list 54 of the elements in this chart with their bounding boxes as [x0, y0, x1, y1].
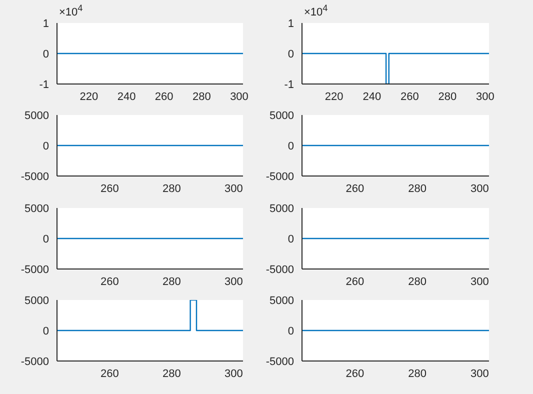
y-tick-label: 0: [42, 325, 49, 338]
x-tick-label: 260: [400, 90, 419, 103]
x-tick-label: 280: [408, 275, 426, 288]
y-tick-label: 0: [42, 140, 49, 153]
y-tick-label: 5000: [270, 294, 294, 307]
x-tick-label: 240: [117, 90, 136, 103]
y-tick-label: 5000: [24, 202, 49, 214]
x-tick-label: 240: [362, 90, 382, 103]
x-tick-label: 280: [162, 183, 181, 196]
x-tick-label: 280: [438, 90, 457, 103]
x-tick-label: 280: [408, 183, 426, 196]
y-tick-label: -5000: [266, 356, 294, 368]
x-tick-label: 300: [224, 275, 243, 288]
text: ×10$^{4}$: [304, 3, 328, 19]
x-tick-label: 280: [162, 275, 181, 288]
y-tick-label: -5000: [20, 171, 49, 184]
y-tick-label: 5000: [24, 110, 49, 122]
x-tick-label: 280: [192, 90, 211, 103]
y-tick-label: 0: [288, 48, 294, 60]
y-tick-label: 0: [42, 233, 49, 245]
y-tick-label: 5000: [270, 202, 294, 214]
y-tick-label: -5000: [20, 264, 49, 276]
y-tick-label: 1: [42, 18, 49, 30]
y-tick-label: 0: [288, 233, 294, 245]
x-tick-label: 260: [346, 183, 364, 196]
x-tick-label: 220: [324, 90, 344, 103]
y-tick-label: -1: [39, 78, 49, 91]
x-tick-label: 300: [476, 90, 494, 103]
x-tick-label: 300: [470, 183, 489, 196]
x-tick-label: 220: [80, 90, 98, 103]
x-tick-label: 300: [470, 275, 489, 288]
y-tick-label: -5000: [266, 171, 294, 184]
y-tick-label: -5000: [266, 264, 294, 276]
x-tick-label: 260: [100, 183, 119, 196]
y-tick-label: 5000: [24, 294, 49, 307]
x-tick-label: 280: [408, 368, 426, 380]
y-tick-label: 0: [42, 48, 49, 60]
x-tick-label: 300: [224, 183, 243, 196]
y-tick-label: -5000: [20, 356, 49, 368]
x-tick-label: 260: [100, 275, 119, 288]
x-tick-label: 260: [346, 275, 364, 288]
x-tick-label: 300: [230, 90, 248, 103]
y-tick-label: 0: [288, 140, 294, 153]
y-tick-label: -1: [284, 78, 294, 91]
x-tick-label: 300: [470, 368, 489, 380]
x-tick-label: 280: [162, 368, 181, 380]
x-tick-label: 300: [224, 368, 243, 380]
y-tick-label: 0: [288, 325, 294, 338]
x-tick-label: 260: [346, 368, 364, 380]
x-tick-label: 260: [100, 368, 119, 380]
y-tick-label: 5000: [270, 110, 294, 122]
y-tick-label: 1: [288, 18, 294, 30]
text: ×10$^{4}$: [59, 3, 83, 19]
x-tick-label: 260: [154, 90, 174, 103]
